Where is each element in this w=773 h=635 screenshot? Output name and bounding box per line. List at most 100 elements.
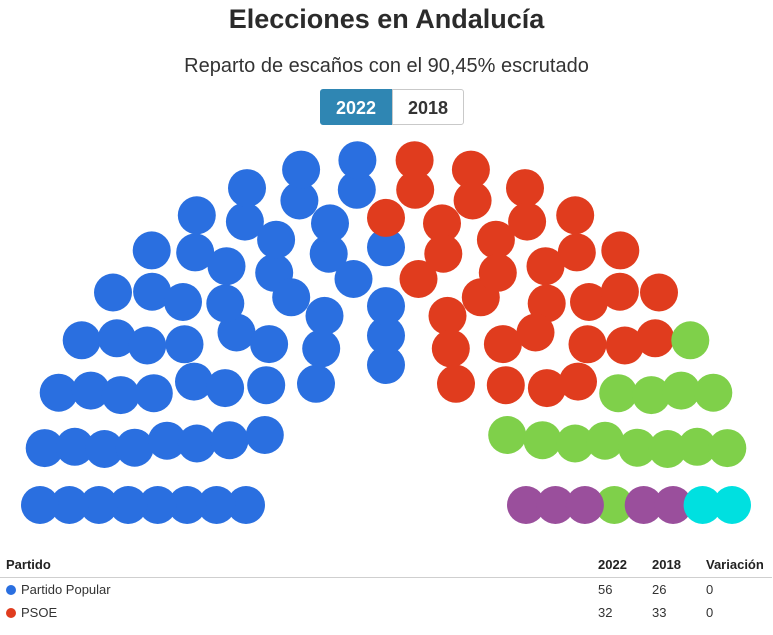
seat-dot	[396, 170, 435, 209]
seat-dot	[428, 296, 467, 335]
seat-dot	[559, 362, 597, 401]
seat-dot	[595, 486, 634, 524]
page-title: Elecciones en Andalucía	[228, 4, 545, 34]
seat-dot	[21, 486, 59, 524]
seats-2022: 32	[598, 605, 613, 620]
seat-dot	[168, 486, 207, 524]
seat-dot	[395, 141, 434, 180]
seat-dot	[85, 430, 124, 468]
seat-dot	[305, 296, 344, 335]
seat-dot	[424, 234, 463, 273]
seat-dot	[302, 329, 341, 368]
seat-dot	[132, 231, 171, 270]
seat-dot	[483, 325, 522, 364]
seat-dot	[217, 313, 256, 352]
table-row: PSOE 32 33 0	[0, 601, 772, 624]
seat-dot	[662, 371, 701, 410]
seat-dot	[148, 421, 186, 460]
table-row: Partido Popular 56 26 0	[0, 578, 772, 602]
seat-dot	[678, 427, 717, 466]
results-table: Partido 2022 2018 Variación Partido Popu…	[0, 552, 772, 624]
party-color-dot	[6, 608, 16, 618]
party-name: Partido Popular	[21, 582, 111, 597]
seat-dot	[177, 424, 216, 463]
page-subtitle: Reparto de escaños con el 90,45% escruta…	[184, 55, 589, 77]
seat-dot	[694, 373, 733, 412]
seat-dot	[109, 486, 148, 524]
seat-dot	[523, 421, 562, 460]
seat-dot	[556, 424, 595, 463]
seat-dot	[600, 272, 639, 311]
seat-dot	[257, 220, 296, 259]
seat-dot	[624, 486, 663, 524]
tab-2022[interactable]: 2022	[320, 89, 392, 125]
seat-dot	[640, 273, 678, 312]
seats-variation: 0	[706, 582, 714, 597]
seat-dot	[250, 325, 289, 364]
seat-dot	[138, 486, 177, 524]
seat-dot	[311, 204, 349, 243]
seat-dot	[605, 326, 644, 365]
seat-dot	[62, 321, 101, 360]
seat-dot	[486, 366, 525, 405]
seat-dot	[586, 421, 624, 460]
seat-dot	[654, 486, 693, 524]
seat-dot	[50, 486, 89, 524]
seat-dot	[210, 421, 249, 460]
seat-dot	[526, 247, 565, 286]
seat-dot	[197, 486, 236, 524]
seat-dot	[71, 371, 110, 410]
seat-dot	[101, 376, 140, 415]
seat-dot	[176, 233, 215, 272]
seat-dot	[367, 228, 405, 267]
seat-dot	[453, 181, 492, 220]
seat-dot	[175, 362, 213, 401]
seat-dot	[247, 366, 286, 405]
seat-dot	[309, 234, 348, 273]
header-2018: 2018	[646, 552, 700, 578]
seat-dot	[476, 220, 515, 259]
parliament-chart	[21, 141, 751, 524]
seat-dot	[708, 429, 747, 468]
seats-2018: 33	[652, 605, 667, 620]
seat-dot	[94, 273, 132, 312]
seat-dot	[423, 204, 461, 243]
seat-dot	[367, 198, 405, 237]
seat-dot	[671, 321, 710, 360]
seat-dot	[527, 369, 566, 408]
seat-dot	[506, 169, 544, 208]
seat-dot	[599, 374, 638, 413]
seat-dot	[488, 416, 527, 454]
header-party: Partido	[0, 552, 592, 578]
tab-2018[interactable]: 2018	[392, 89, 464, 125]
seat-dot	[713, 486, 751, 524]
seat-dot	[527, 284, 566, 323]
seat-dot	[648, 430, 687, 468]
seat-dot	[25, 429, 64, 468]
seat-dot	[632, 376, 671, 415]
seat-dot	[334, 260, 373, 298]
table-header-row: Partido 2022 2018 Variación	[0, 552, 772, 578]
seat-dot	[337, 170, 376, 209]
seat-dot	[478, 253, 517, 292]
seat-dot	[570, 283, 608, 321]
seat-dot	[431, 329, 470, 368]
seat-dot	[133, 272, 172, 311]
seat-dot	[399, 260, 438, 298]
seat-dot	[79, 486, 118, 524]
seat-dot	[206, 284, 245, 323]
header-variation: Variación	[700, 552, 772, 578]
seat-dot	[115, 428, 154, 467]
seat-dot	[507, 486, 545, 524]
header-2022: 2022	[592, 552, 646, 578]
seat-dot	[97, 319, 136, 358]
seat-dot	[338, 141, 377, 180]
seat-dot	[367, 346, 405, 384]
seat-dot	[228, 169, 266, 208]
seat-dot	[206, 369, 245, 408]
seat-dot	[280, 181, 319, 220]
year-tabs: 2022 2018	[320, 89, 464, 125]
seat-dot	[177, 196, 216, 235]
seat-dot	[601, 231, 640, 270]
seat-dot	[556, 196, 595, 235]
